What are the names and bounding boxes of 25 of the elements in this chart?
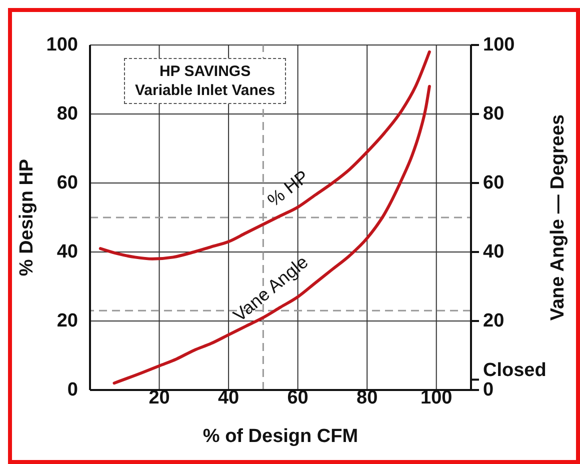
x-tick-label: 20	[148, 388, 170, 408]
x-tick-label: 60	[287, 388, 308, 408]
text: % HP	[264, 166, 312, 210]
y-tick-label: 0	[67, 380, 78, 400]
y2-axis-title: Vane Angle — Degrees	[548, 114, 569, 321]
y2-tick-label: 80	[483, 104, 504, 124]
y-tick-label: 80	[56, 104, 78, 124]
y2-tick-label: 20	[483, 310, 504, 332]
x-tick-label: 100	[420, 388, 452, 408]
y-axis-title: % Design HP	[16, 158, 38, 276]
text: HP SAVINGS Variable Inlet Vanes	[135, 62, 276, 100]
y2-tick-label: 0	[483, 380, 494, 400]
line-series	[112, 84, 431, 385]
y-tick-label: 100	[46, 34, 78, 56]
x-tick-label: 40	[218, 388, 240, 408]
y2-tick-label: Closed	[483, 360, 546, 382]
y-tick-label: 60	[56, 172, 78, 194]
y2-tick-label: 60	[483, 172, 504, 194]
y2-tick-label: 100	[483, 34, 515, 56]
y-tick-label: 40	[56, 242, 78, 262]
line-series	[98, 50, 431, 260]
y-tick-label: 20	[56, 310, 78, 332]
x-tick-label: 80	[356, 388, 378, 408]
y2-tick-label: 40	[483, 242, 504, 262]
x-axis-title: % of Design CFM	[202, 426, 358, 447]
